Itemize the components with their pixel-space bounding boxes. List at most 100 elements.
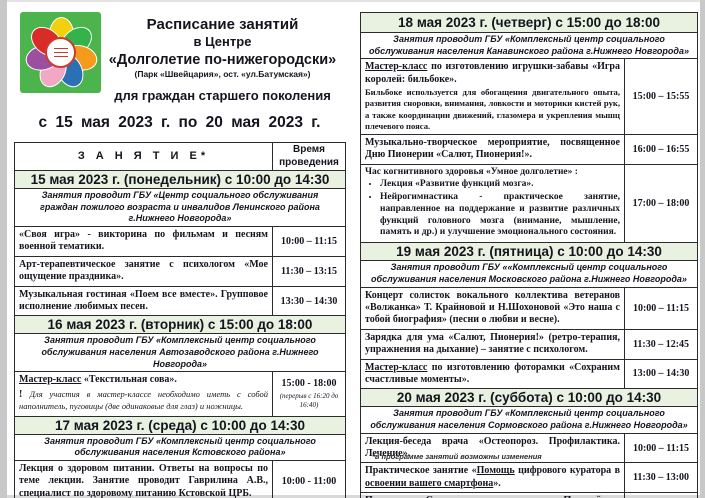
activity-text: «Текстильная сова». (81, 374, 177, 386)
time-cell: 11:30 – 12:45 (623, 328, 699, 360)
time-cell: 11:30 – 13:00 (623, 462, 699, 494)
time-cell: 15:00 – 15:55 (623, 58, 699, 135)
section-organizer: Занятия проводит ГБУ «Комплексный центр … (14, 433, 346, 462)
document-header: Расписание занятий в Центре «Долголетие … (100, 16, 345, 104)
activity-cell: Концерт солисток вокального коллектива в… (360, 286, 625, 330)
time-note: (перерыв с 16:20 до 16:40) (279, 391, 339, 410)
frame-edge-right (700, 0, 705, 498)
activity-text: цифрового куратора в (514, 465, 620, 477)
footnote: *в программе занятий возможны изменения (372, 452, 542, 461)
frame-edge-top (0, 0, 705, 2)
activity-row: Арт-терапевтическое занятие с психологом… (14, 255, 346, 287)
activity-cell: Музыкально-творческое мероприятие, посвя… (360, 133, 625, 165)
activity-lead: Мастер-класс (19, 374, 82, 386)
activity-row: Концерт солисток вокального коллектива в… (360, 286, 699, 330)
page-title-line2: в Центре (193, 34, 252, 50)
activity-text: Практическое занятие « (365, 465, 477, 477)
bullet-item: Лекция «Развитие функций мозга». (380, 179, 620, 191)
activity-cell: Практикум «Самомассаж - полезно знать. П… (360, 492, 625, 498)
activity-underlined: Помощь (476, 465, 515, 477)
activity-row: Зарядка для ума «Салют, Пионерия!» (ретр… (360, 328, 699, 360)
time-cell: 13:00 – 14:30 (623, 358, 699, 390)
time-cell: 13:10 – 14:30 (623, 492, 699, 498)
section-date-header-may19: 19 мая 2023 г. (пятница) с 10:00 до 14:3… (359, 242, 699, 262)
activity-row: Мастер-класс «Текстильная сова». ! Для у… (14, 371, 346, 417)
time-cell: 10:00 – 11:15 (272, 226, 346, 257)
date-range: с 15 мая 2023 г. по 20 мая 2023 г. (38, 114, 321, 131)
activity-row: Мастер-класс по изготовлению фоторамки «… (360, 358, 699, 390)
section-organizer: Занятия проводит ГБУ «Комплексный центр … (359, 406, 699, 434)
time-value: 15:00 - 18:00 (281, 377, 337, 389)
activity-text: «Своя игра» - викторина по фильмам и пес… (19, 229, 268, 253)
activity-cell: Час когнитивного здоровья «Умное долголе… (360, 163, 625, 244)
center-address: (Парк «Швейцария», ост. «ул.Батумская») (134, 68, 311, 79)
section-organizer: Занятия проводит ГБУ ««Комплексный центр… (359, 260, 699, 288)
column-header-activity: З А Н Я Т И Е* (14, 142, 273, 171)
frame-edge-left (0, 0, 7, 498)
activity-text: Музыкальная гостиная «Поем все вместе». … (19, 288, 268, 313)
activity-description: Бильбоке используется для обогащения дви… (365, 87, 620, 131)
time-cell: 13:30 – 14:30 (272, 285, 346, 317)
activity-text: ». (493, 477, 501, 489)
activity-row: Мастер-класс по изготовлению игрушки-заб… (360, 58, 699, 135)
activity-text: Лекция-беседа врача «Остеопороз. Профила… (365, 435, 620, 460)
section-organizer: Занятия проводит ГБУ «Комплексный центр … (14, 333, 346, 373)
flower-center-text-line (53, 52, 68, 53)
bullet-item: Нейрогимнастика - практическое занятие, … (380, 192, 620, 239)
activity-text: Концерт солисток вокального коллектива в… (365, 289, 620, 326)
page-title: Расписание занятий (146, 16, 299, 33)
center-name: «Долголетие по-нижегородски» (108, 52, 337, 69)
section-organizer: Занятия проводит ГБУ «Комплексный центр … (359, 31, 699, 60)
frame-edge-bottom (0, 495, 705, 498)
flower-center-text-line (53, 56, 68, 57)
activity-text: Лекция о здоровом питании. Ответы на воп… (19, 463, 268, 498)
center-flower-logo (20, 12, 101, 93)
activity-text: Арт-терапевтическое занятие с психологом… (19, 258, 268, 283)
activity-row: «Своя игра» - викторина по фильмам и пес… (14, 226, 346, 257)
activity-cell: Арт-терапевтическое занятие с психологом… (14, 255, 273, 287)
section-date-header-may20: 20 мая 2023 г. (суббота) с 10:00 до 14:3… (359, 388, 699, 408)
flower-center-text-line (53, 48, 68, 49)
time-cell: 17:00 – 18:00 (623, 163, 699, 244)
activity-cell: Лекция о здоровом питании. Ответы на воп… (14, 460, 273, 498)
activity-lead: Мастер-класс (365, 61, 428, 73)
activity-bullet-list: Лекция «Развитие функций мозга». Нейроги… (380, 179, 620, 239)
activity-row: Музыкально-творческое мероприятие, посвя… (360, 133, 699, 165)
activity-lead: Мастер-класс (365, 361, 428, 373)
section-organizer: Занятия проводит ГБУ «Центр социального … (14, 187, 346, 228)
activity-cell: «Своя игра» - викторина по фильмам и пес… (14, 226, 273, 257)
activity-underlined: освоении вашего смартфона (365, 477, 494, 489)
activity-cell: Мастер-класс по изготовлению игрушки-заб… (360, 58, 625, 135)
activity-text: Час когнитивного здоровья «Умное долголе… (365, 166, 578, 177)
activity-text: Практикум «Самомассаж - полезно знать. П… (365, 495, 620, 498)
activity-row: Час когнитивного здоровья «Умное долголе… (360, 163, 699, 244)
time-cell: 10:00 - 11:00 (272, 460, 346, 498)
time-cell: 10:00 – 11:15 (623, 286, 699, 330)
activity-text: Зарядка для ума «Салют, Пионерия!» (ретр… (365, 331, 620, 356)
activity-cell: Мастер-класс по изготовлению фоторамки «… (360, 358, 625, 390)
activity-text: Музыкально-творческое мероприятие, посвя… (365, 136, 620, 161)
time-cell: 11:30 – 13:15 (272, 255, 346, 287)
section-date-header-may18: 18 мая 2023 г. (четверг) с 15:00 до 18:0… (359, 12, 699, 33)
section-date-header-may16: 16 мая 2023 г. (вторник) с 15:00 до 18:0… (14, 315, 346, 335)
activity-cell: Музыкальная гостиная «Поем все вместе». … (14, 285, 273, 317)
activity-cell: Практическое занятие «Помощь цифрового к… (360, 462, 625, 494)
time-cell: 16:00 – 16:55 (623, 133, 699, 165)
activity-row: Лекция о здоровом питании. Ответы на воп… (14, 460, 346, 498)
time-cell: 15:00 - 18:00 (перерыв с 16:20 до 16:40) (272, 371, 346, 417)
activity-cell: Зарядка для ума «Салют, Пионерия!» (ретр… (360, 328, 625, 360)
activity-text: по изготовлению игрушки-забавы «Игра кор… (365, 61, 620, 85)
schedule-table-right: 18 мая 2023 г. (четверг) с 15:00 до 18:0… (359, 12, 699, 498)
activity-note: Для участия в мастер-классе необходимо и… (19, 388, 268, 412)
activity-row: Практикум «Самомассаж - полезно знать. П… (360, 492, 699, 498)
activity-cell: Мастер-класс «Текстильная сова». ! Для у… (14, 371, 273, 417)
time-cell: 10:00 – 11:15 (623, 432, 699, 464)
schedule-table-left: З А Н Я Т И Е* Время проведения 15 мая 2… (14, 142, 346, 498)
section-date-header-may15: 15 мая 2023 г. (понедельник) с 10:00 до … (14, 170, 346, 189)
activity-row: Музыкальная гостиная «Поем все вместе». … (14, 285, 346, 317)
activity-row: Практическое занятие «Помощь цифрового к… (360, 462, 699, 494)
column-header-time: Время проведения (272, 142, 346, 171)
audience-line: для граждан старшего поколения (114, 87, 331, 103)
warning-mark: ! (19, 388, 23, 400)
